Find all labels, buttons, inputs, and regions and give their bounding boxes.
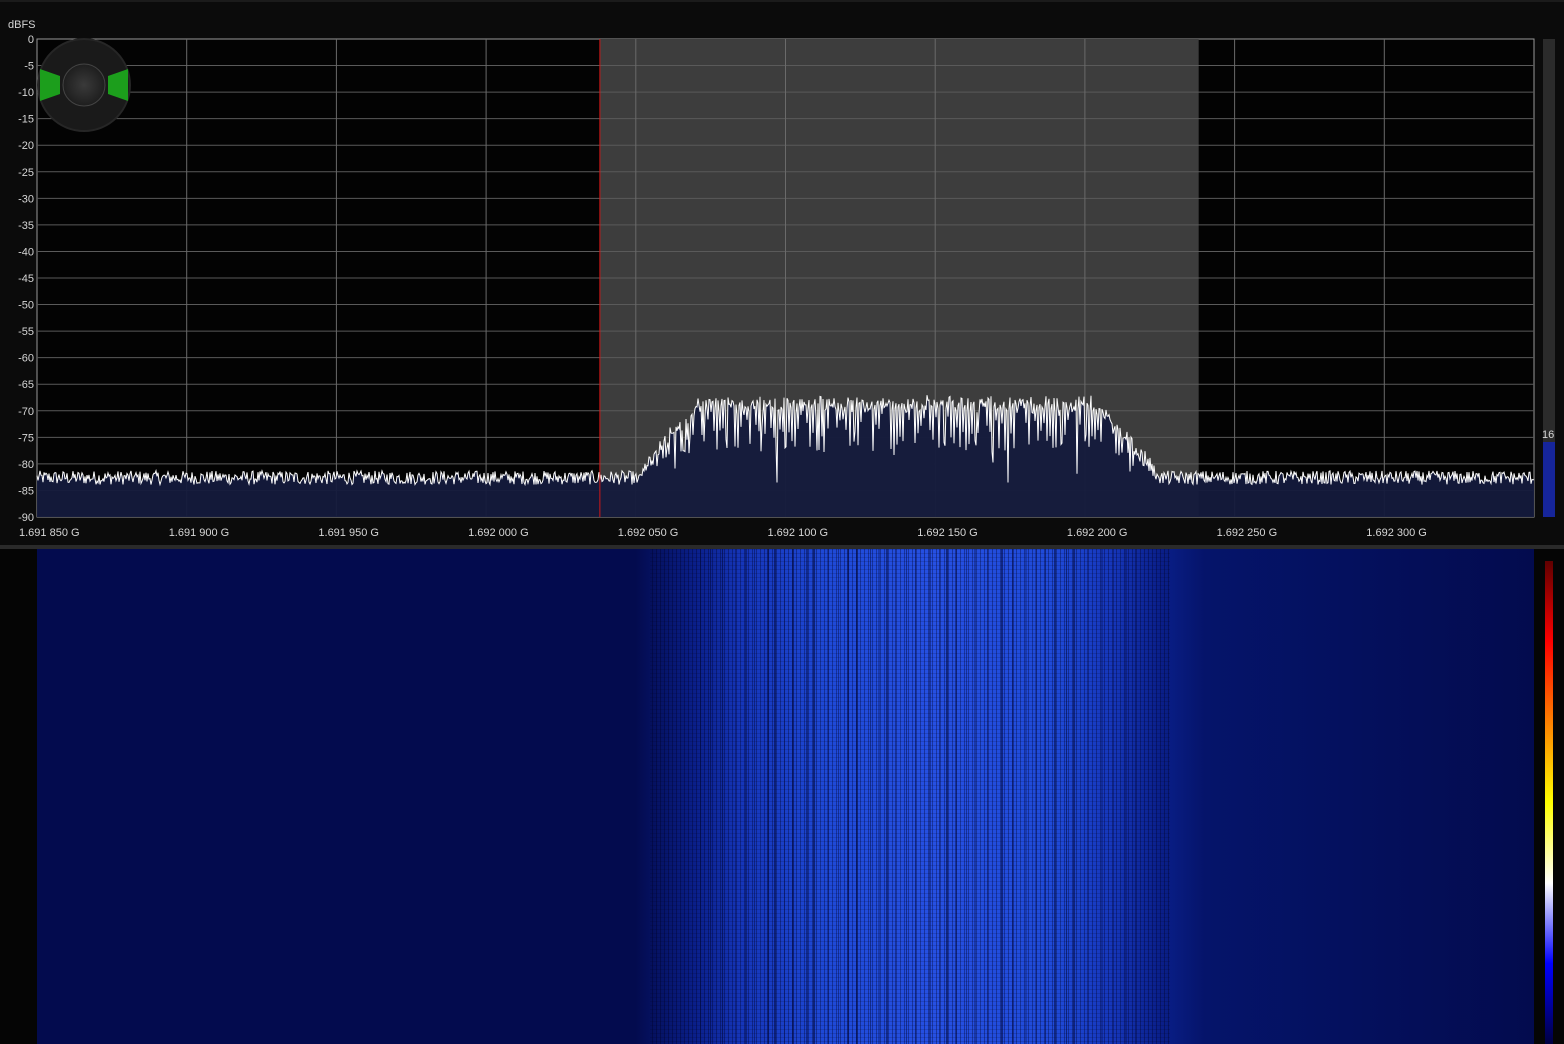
x-tick-label: 1.691 900 G (169, 527, 230, 539)
y-tick-label: -90 (18, 512, 34, 524)
waterfall-signal-line (1135, 549, 1136, 1044)
waterfall-signal-line (710, 549, 711, 1044)
y-tick-label: -50 (18, 300, 34, 312)
waterfall-left-margin (0, 549, 37, 1044)
x-tick-label: 1.691 950 G (318, 527, 379, 539)
waterfall-signal-line (806, 549, 808, 1044)
waterfall-signal-line (1054, 549, 1056, 1044)
level-meter-fill (1543, 442, 1555, 517)
waterfall-signal-line (878, 549, 880, 1044)
y-tick-label: -65 (18, 379, 34, 391)
spectrum-plot[interactable]: dBFS 0 -5 -10 -15 -20 -25 -30 -35 -40 -45 -50 -55 -6… (0, 2, 1564, 547)
waterfall-panel[interactable] (0, 549, 1564, 1044)
x-tick-label: 1.691 850 G (19, 527, 80, 539)
waterfall-signal-line (1125, 549, 1127, 1044)
waterfall-signal-line (974, 549, 976, 1044)
waterfall-signal-line (886, 549, 888, 1044)
waterfall-signal-line (813, 549, 815, 1044)
y-tick-label: -5 (24, 61, 34, 73)
y-axis-labels: 0 -5 -10 -15 -20 -25 -30 -35 -40 -45 -50 -55 -60 -65 -… (18, 34, 34, 524)
level-meter-value: 16 (1542, 429, 1554, 441)
level-meter-track (1543, 39, 1555, 517)
y-tick-label: -20 (18, 140, 34, 152)
waterfall-signal-line (1012, 549, 1014, 1044)
spectrum-fill (37, 395, 1534, 517)
waterfall-signal-line (1066, 549, 1067, 1044)
spectrum-trace (36, 395, 1535, 487)
waterfall-signal-line (1045, 549, 1046, 1044)
waterfall-signal-line (827, 549, 829, 1044)
y-tick-label: -55 (18, 326, 34, 338)
panel-splitter[interactable] (0, 545, 1564, 549)
y-tick-label: -25 (18, 167, 34, 179)
zoom-dial-icon[interactable] (37, 38, 131, 132)
y-tick-label: -60 (18, 353, 34, 365)
x-tick-label: 1.692 050 G (618, 527, 679, 539)
zoom-dial-knob[interactable] (62, 63, 106, 107)
x-tick-label: 1.692 100 G (768, 527, 829, 539)
spectrum-panel[interactable]: dBFS 0 -5 -10 -15 -20 -25 -30 -35 -40 -45 -50 -55 -6… (0, 0, 1564, 545)
waterfall-signal-line (774, 549, 776, 1044)
waterfall-display[interactable] (0, 549, 1564, 1044)
waterfall-signal-line (838, 549, 839, 1044)
zoom-dial-left-icon[interactable] (40, 69, 60, 101)
waterfall-signal-line (1087, 549, 1088, 1044)
waterfall-color-palette[interactable] (1545, 561, 1553, 1044)
y-tick-label: -40 (18, 246, 34, 258)
x-axis-labels: 1.691 850 G 1.691 900 G 1.691 950 G 1.692 0… (19, 527, 1427, 539)
zoom-dial-right-icon[interactable] (108, 69, 128, 101)
waterfall-signal-line (735, 549, 736, 1044)
y-tick-label: -30 (18, 193, 34, 205)
y-tick-label: -85 (18, 485, 34, 497)
waterfall-signal-line (1001, 549, 1003, 1044)
waterfall-signal-line (1073, 549, 1075, 1044)
waterfall-signal-line (915, 549, 916, 1044)
waterfall-signal-line (856, 549, 858, 1044)
x-tick-label: 1.692 250 G (1217, 527, 1278, 539)
y-tick-label: -80 (18, 459, 34, 471)
waterfall-signal-line (966, 549, 967, 1044)
waterfall-signal-line (1025, 549, 1027, 1044)
waterfall-signal-line (987, 549, 988, 1044)
waterfall-signal-line (767, 549, 769, 1044)
waterfall-signal-line (955, 549, 957, 1044)
y-tick-label: -15 (18, 114, 34, 126)
y-tick-label: -10 (18, 87, 34, 99)
waterfall-signal-line (895, 549, 896, 1044)
waterfall-signal-line (847, 549, 849, 1044)
waterfall-signal-line (792, 549, 794, 1044)
x-tick-label: 1.692 200 G (1067, 527, 1128, 539)
waterfall-signal-line (939, 549, 940, 1044)
x-tick-label: 1.692 150 G (917, 527, 978, 539)
waterfall-signal-line (870, 549, 871, 1044)
waterfall-signal-line (754, 549, 755, 1044)
waterfall-signal-line (946, 549, 948, 1044)
waterfall-signal-line (1113, 549, 1114, 1044)
waterfall-signal-line (906, 549, 907, 1044)
waterfall-signal-line (1035, 549, 1037, 1044)
waterfall-signal-line (784, 549, 785, 1044)
waterfall-signal-line (1101, 549, 1103, 1044)
waterfall-signal-lines (700, 549, 1136, 1044)
y-tick-label: -75 (18, 432, 34, 444)
waterfall-signal-line (722, 549, 723, 1044)
y-tick-label: -35 (18, 220, 34, 232)
waterfall-signal-line (700, 549, 701, 1044)
waterfall-texture (650, 549, 1170, 1044)
y-tick-label: -45 (18, 273, 34, 285)
x-tick-label: 1.692 300 G (1366, 527, 1427, 539)
y-axis-unit-label: dBFS (8, 19, 36, 31)
waterfall-signal-line (745, 549, 747, 1044)
y-tick-label: 0 (28, 34, 34, 46)
waterfall-signal-line (929, 549, 931, 1044)
x-tick-label: 1.692 000 G (468, 527, 529, 539)
y-tick-label: -70 (18, 406, 34, 418)
